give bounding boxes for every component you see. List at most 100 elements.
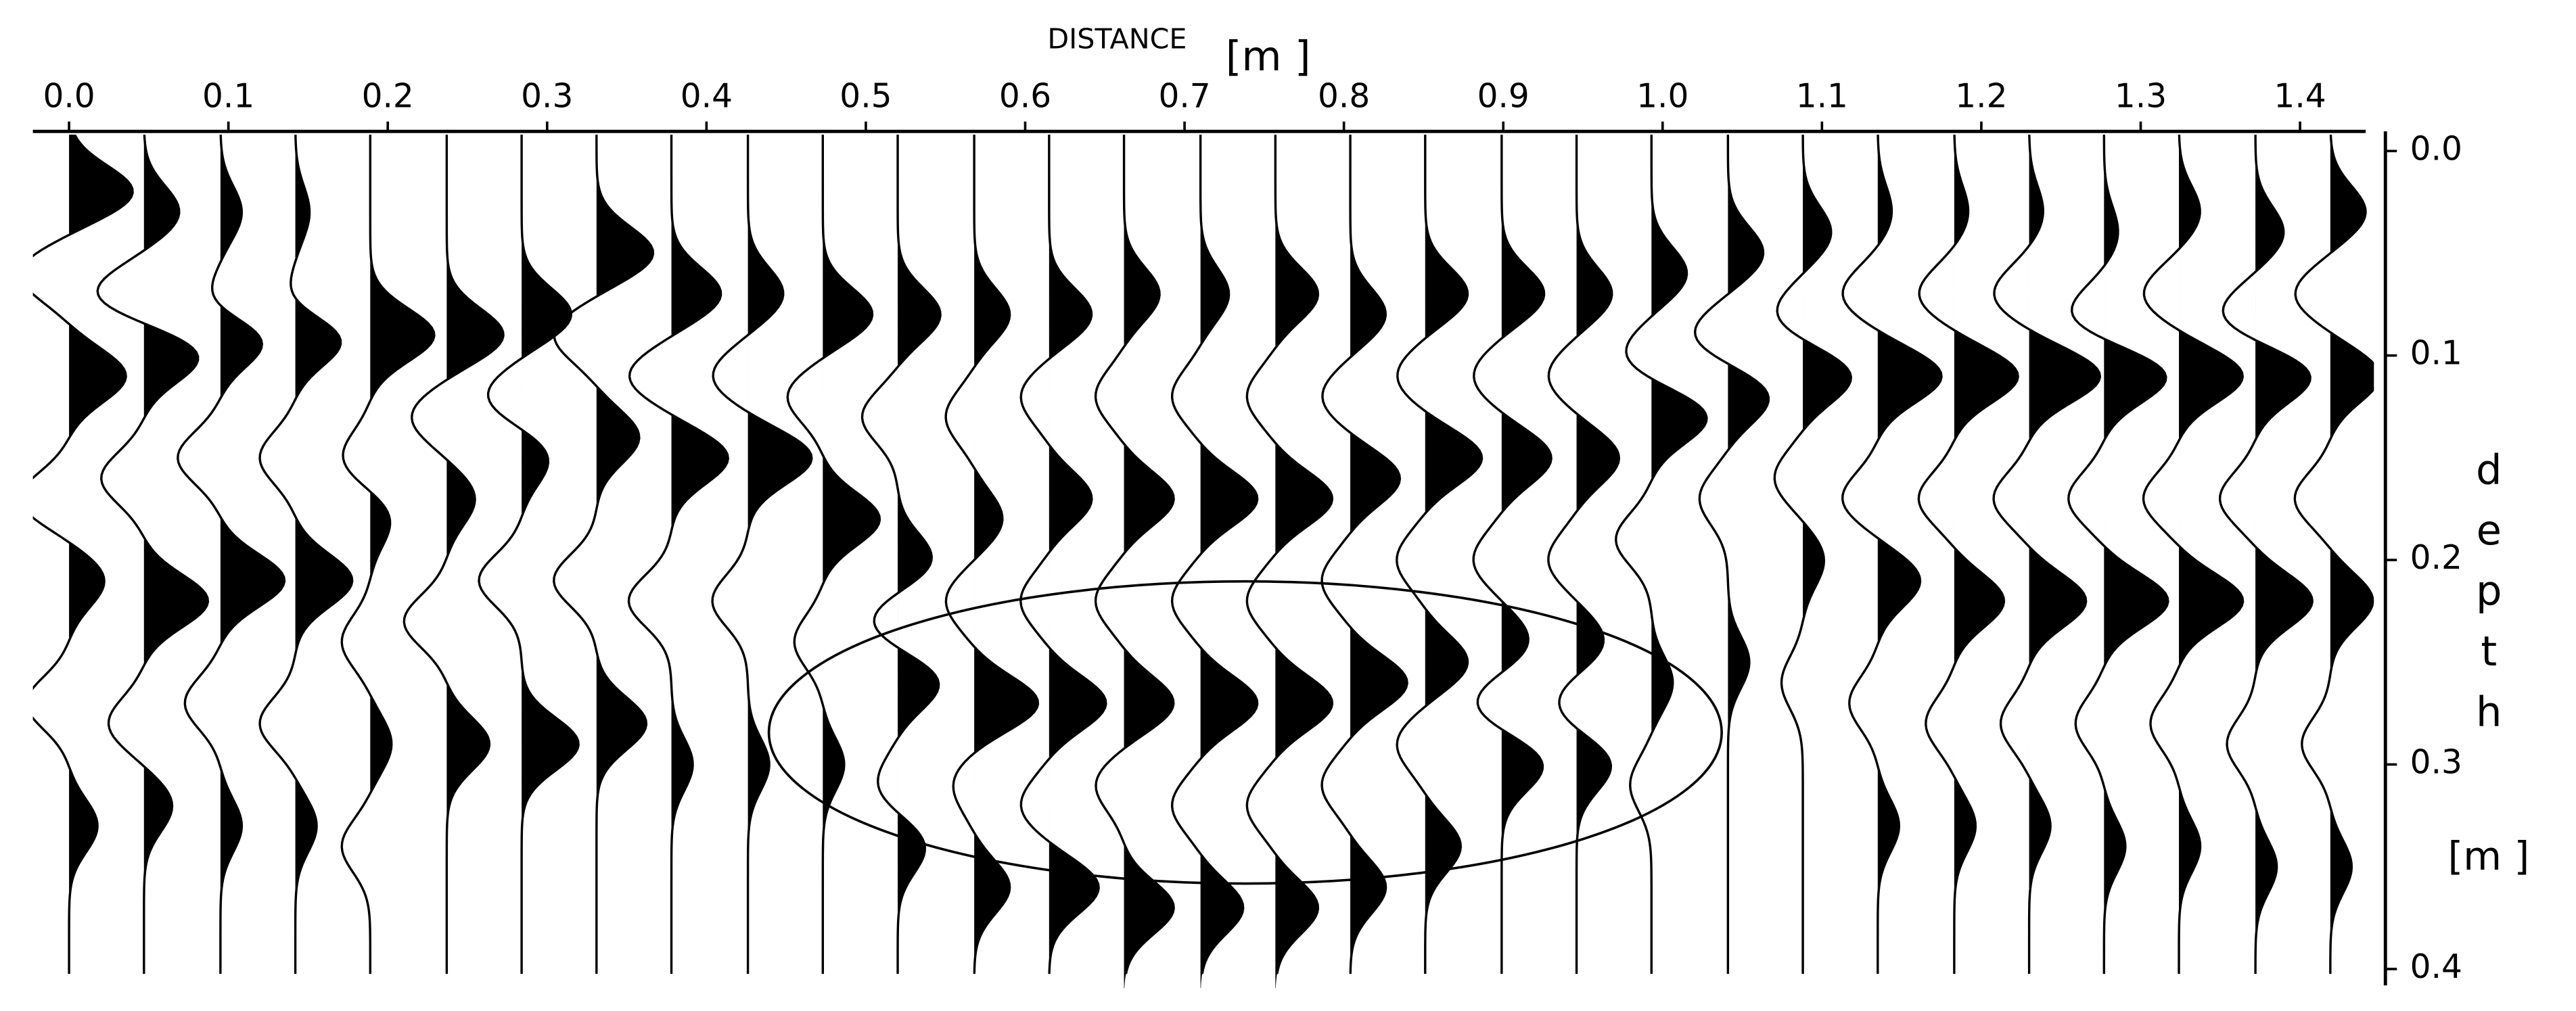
wiggle-lobe	[370, 438, 390, 600]
wiggle-trace	[2293, 135, 2374, 974]
wiggle-lobe	[1954, 519, 2004, 682]
wiggle-lobe	[220, 499, 285, 661]
wiggle-trace	[258, 135, 354, 974]
x-tick-label: 1.2	[1955, 78, 2007, 116]
wiggle-lobe	[596, 356, 639, 518]
y-tick-label: 0.1	[2410, 335, 2462, 373]
wiggle-lobe	[1651, 335, 1707, 498]
wiggle-lobe	[1049, 233, 1092, 396]
wiggle-trace	[1019, 135, 1107, 974]
wiggle-trace	[2142, 135, 2245, 974]
wiggle-lobe	[1576, 213, 1612, 375]
wiggle-lobe	[143, 724, 172, 887]
wiggle-lobe	[1954, 295, 2019, 457]
wiggle-lobe	[974, 438, 1003, 600]
wiggle-lobe	[1803, 479, 1824, 641]
wiggle-trace	[1170, 135, 1259, 974]
x-tick-label: 0.4	[681, 78, 733, 116]
wiggle-lobe	[823, 438, 880, 600]
wiggle-trace	[1917, 135, 2019, 974]
wiggle-lobe	[823, 233, 873, 396]
wiggle-lobe	[1425, 213, 1468, 375]
wiggle-lobe	[1275, 622, 1333, 784]
wiggle-trace	[1841, 135, 1943, 974]
wiggle-lobe	[1124, 826, 1174, 989]
wiggle-trace	[2218, 135, 2314, 974]
wiggle-lobe	[295, 499, 352, 661]
wiggle-lobe	[2029, 519, 2086, 682]
wiggle-lobe	[1275, 826, 1318, 989]
wiggle-lobe	[1651, 192, 1687, 354]
wiggle-trace	[627, 135, 729, 974]
x-tick-label: 0.0	[43, 78, 95, 116]
wiggle-lobe	[1576, 377, 1619, 539]
y-tick-label: 0.3	[2410, 743, 2462, 781]
wiggle-lobe	[2330, 519, 2373, 682]
wiggle-lobe	[143, 274, 198, 436]
wiggle-trace	[860, 135, 942, 974]
wiggle-trace	[1320, 135, 1408, 974]
wiggle-trace	[32, 135, 134, 974]
wiggle-lobe	[69, 499, 105, 661]
wiggle-lobe	[1124, 622, 1174, 784]
wiggle-lobe	[1501, 683, 1543, 845]
wiggle-lobe	[446, 254, 504, 416]
y-tick-label: 0.0	[2410, 130, 2462, 168]
wiggle-lobe	[1425, 765, 1461, 927]
wiggle-lobe	[1049, 806, 1099, 968]
wiggle-trace	[1992, 135, 2102, 974]
wiggle-lobe	[1200, 213, 1229, 375]
wiggle-lobe	[1200, 622, 1258, 784]
wiggle-lobe	[596, 172, 653, 334]
wiggle-lobe	[220, 135, 242, 293]
wiggle-lobe	[671, 213, 721, 375]
wiggle-lobe	[2179, 295, 2243, 457]
wiggle-lobe	[1350, 397, 1400, 559]
chart-title: DISTANCE	[1047, 23, 1187, 55]
y-unit: [m ]	[2448, 833, 2530, 879]
wiggle-trace	[1472, 135, 1552, 974]
wiggle-trace	[1547, 135, 1621, 974]
wiggle-lobe	[1425, 581, 1468, 743]
wiggle-lobe	[974, 806, 1010, 968]
x-tick-label: 0.8	[1318, 78, 1370, 116]
wiggle-lobe	[1877, 499, 1920, 661]
wiggle-lobe	[69, 135, 133, 273]
wiggle-lobe	[1576, 683, 1611, 845]
wiggle-lobe	[1049, 622, 1106, 784]
wiggle-lobe	[1200, 826, 1243, 989]
wiggle-lobe	[2330, 135, 2366, 293]
wiggle-lobe	[220, 254, 262, 416]
wiggle-trace	[1773, 135, 1852, 974]
wiggle-lobe	[1954, 135, 1969, 293]
wiggle-lobe	[1124, 213, 1160, 375]
wiggle-lobe	[2104, 519, 2168, 682]
y-axis-label: depth	[2465, 447, 2512, 749]
wiggle-lobe	[1501, 213, 1544, 375]
wiggle-lobe	[596, 642, 647, 805]
wiggle-lobe	[69, 295, 127, 457]
wiggle-lobe	[446, 663, 490, 825]
wiggle-trace	[1245, 135, 1334, 974]
wiggle-trace	[1396, 135, 1484, 974]
x-tick-label: 1.3	[2115, 78, 2167, 116]
wiggle-lobe	[2179, 519, 2243, 682]
wiggle-lobe	[1803, 151, 1831, 314]
wiggle-lobe	[522, 663, 579, 825]
wiggle-lobe	[1275, 213, 1318, 375]
wiggle-lobe	[522, 377, 549, 539]
wiggle-lobe	[2330, 295, 2374, 457]
y-tick-label: 0.4	[2410, 948, 2462, 986]
wiggle-trace	[944, 135, 1040, 974]
wiggle-lobe	[1124, 417, 1174, 580]
wiggle-lobe	[2029, 295, 2100, 457]
wiggle-lobe	[69, 745, 98, 907]
wiggle-trace	[340, 135, 436, 974]
wiggle-lobe	[1877, 295, 1942, 457]
wiggle-lobe	[2255, 295, 2311, 457]
x-tick-label: 0.9	[1477, 78, 1530, 116]
x-tick-label: 1.4	[2274, 78, 2326, 116]
wiggle-lobe	[295, 254, 341, 416]
wiggle-lobe	[1877, 135, 1892, 293]
